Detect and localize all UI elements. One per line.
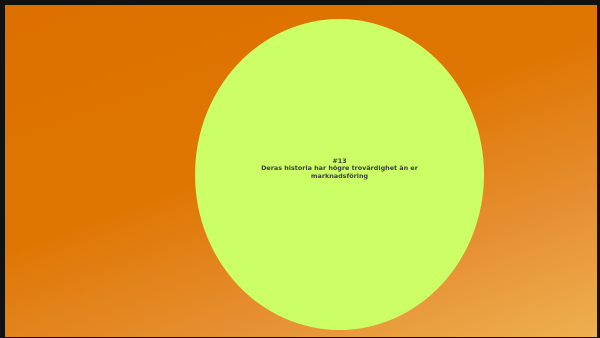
slide-number: #13 xyxy=(332,157,347,165)
slide-headline: Deras historia har högre trovärdighet än… xyxy=(261,164,418,180)
slide-text: #13 Deras historia har högre trovärdighe… xyxy=(195,157,484,180)
highlight-circle xyxy=(195,19,484,330)
